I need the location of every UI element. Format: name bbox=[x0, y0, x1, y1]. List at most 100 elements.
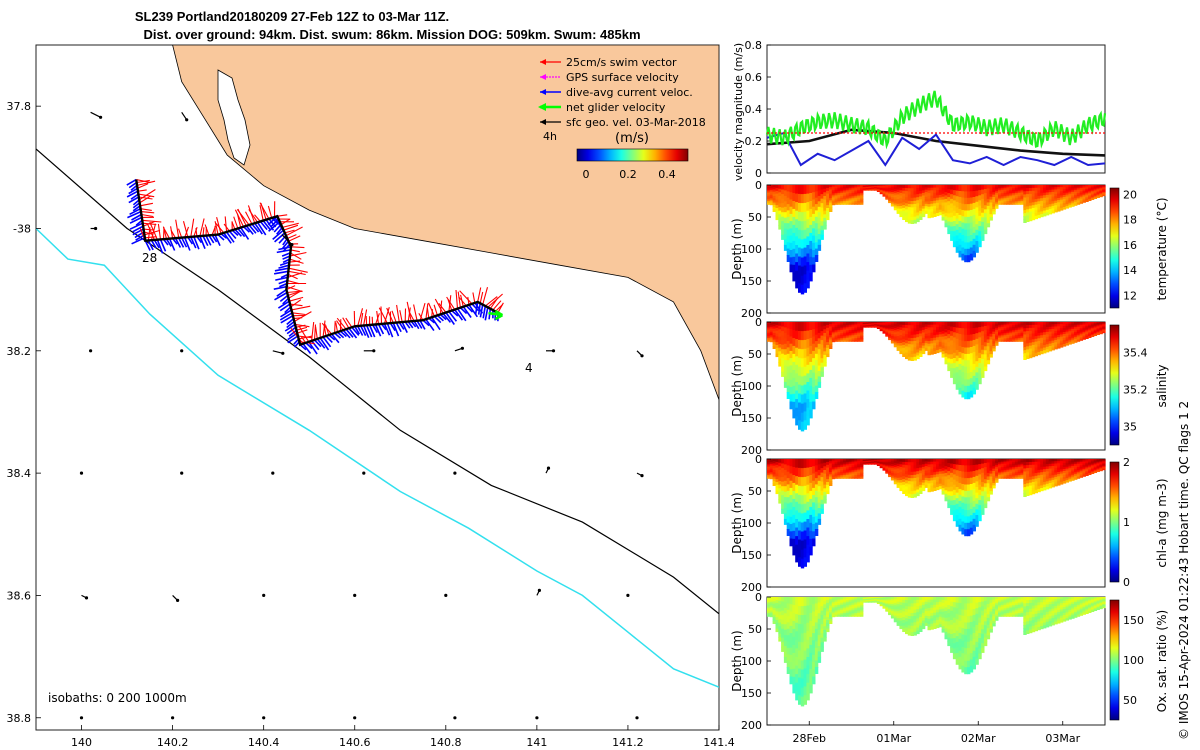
section-cell bbox=[941, 464, 945, 469]
current-vector bbox=[153, 239, 160, 249]
section-cell bbox=[1059, 191, 1064, 194]
section-cell bbox=[789, 228, 793, 237]
section-cell bbox=[1045, 341, 1050, 345]
section-cell bbox=[1079, 471, 1084, 474]
section-cell bbox=[803, 229, 807, 240]
section-cell bbox=[817, 244, 822, 251]
section-cell bbox=[899, 185, 903, 189]
section-cell bbox=[1006, 475, 1010, 478]
section-cell bbox=[938, 326, 943, 330]
section-cell bbox=[1096, 327, 1100, 329]
section-cell bbox=[890, 473, 895, 476]
section-cell bbox=[879, 192, 884, 194]
section-cell bbox=[1059, 189, 1064, 192]
map-x-tick-label: 140.8 bbox=[430, 736, 462, 749]
swim-vector bbox=[447, 299, 453, 311]
section-cell bbox=[1054, 209, 1058, 213]
section-cell bbox=[1065, 462, 1069, 466]
section-cell bbox=[992, 211, 996, 215]
section-cell bbox=[972, 471, 976, 478]
section-cell bbox=[1082, 461, 1086, 464]
section-cell bbox=[1003, 328, 1007, 331]
section-cell bbox=[857, 197, 861, 200]
section-cell bbox=[986, 195, 991, 200]
section-cell bbox=[1096, 461, 1100, 463]
section-cell bbox=[1043, 322, 1047, 326]
section-cell bbox=[955, 372, 960, 379]
section-cell bbox=[910, 481, 914, 486]
section-cell bbox=[899, 200, 903, 204]
section-cell bbox=[1009, 199, 1013, 202]
section-cell bbox=[767, 613, 771, 616]
geo-vector-head bbox=[362, 471, 366, 475]
section-cell bbox=[1020, 328, 1024, 331]
section-cell bbox=[767, 197, 771, 200]
section-cell bbox=[795, 373, 799, 383]
section-cell bbox=[907, 219, 912, 224]
section-cell bbox=[952, 484, 957, 491]
section-cell bbox=[845, 473, 850, 476]
section-cell bbox=[986, 476, 991, 481]
section-cell bbox=[972, 238, 976, 246]
section-cell bbox=[778, 322, 782, 327]
section-cell bbox=[879, 322, 884, 324]
swim-vector bbox=[157, 223, 162, 240]
section-cell bbox=[938, 476, 943, 480]
section-cell bbox=[1040, 335, 1044, 339]
section-cell bbox=[1037, 349, 1041, 353]
section-cell bbox=[1051, 477, 1055, 481]
section-cell bbox=[837, 462, 841, 465]
section-cell bbox=[1023, 219, 1027, 223]
section-cell bbox=[1037, 201, 1041, 205]
section-cell bbox=[1102, 466, 1106, 468]
section-cell bbox=[907, 334, 912, 339]
section-cell bbox=[1045, 185, 1050, 189]
section-cell bbox=[944, 342, 948, 347]
section-cell bbox=[1099, 192, 1103, 195]
section-cell bbox=[809, 475, 813, 484]
section-cell bbox=[936, 479, 940, 483]
section-cell bbox=[1045, 199, 1050, 203]
section-cell bbox=[936, 461, 940, 465]
section-cell bbox=[913, 341, 917, 345]
section-cell bbox=[851, 475, 855, 478]
section-cell bbox=[919, 199, 923, 203]
section-cell bbox=[907, 462, 912, 466]
swim-vector bbox=[193, 227, 198, 237]
current-vector bbox=[319, 337, 330, 351]
section-cell bbox=[848, 459, 853, 462]
section-cell bbox=[1029, 325, 1033, 329]
current-vector bbox=[451, 310, 459, 317]
section-cell bbox=[1034, 484, 1038, 488]
section-cell bbox=[947, 499, 951, 505]
section-cell bbox=[806, 382, 810, 392]
section-cell bbox=[792, 272, 796, 282]
section-cell bbox=[817, 338, 822, 345]
section-cell bbox=[769, 189, 774, 193]
section-cell bbox=[829, 463, 833, 467]
section-cell bbox=[1017, 331, 1022, 334]
section-cell bbox=[995, 196, 999, 200]
section-cell bbox=[913, 197, 917, 202]
section-cell bbox=[944, 219, 948, 224]
section-cell bbox=[792, 605, 796, 614]
section-cell bbox=[848, 186, 853, 189]
section-cell bbox=[1026, 215, 1030, 219]
section-cell bbox=[927, 349, 931, 353]
section-cell bbox=[893, 344, 898, 348]
section-cell bbox=[781, 367, 785, 373]
section-cell bbox=[1076, 468, 1081, 471]
section-cell bbox=[978, 500, 982, 506]
section-cell bbox=[1059, 203, 1064, 207]
section-cell bbox=[795, 253, 799, 263]
section-cell bbox=[936, 469, 940, 473]
section-cell bbox=[958, 208, 962, 216]
section-cell bbox=[829, 196, 833, 199]
section-cell bbox=[1003, 331, 1007, 334]
velocity-series-black bbox=[766, 128, 1106, 157]
section-cell bbox=[1074, 322, 1078, 325]
section-cell bbox=[795, 185, 799, 195]
section-cell bbox=[998, 476, 1002, 479]
section-cell bbox=[1054, 331, 1058, 334]
section-cell bbox=[1057, 204, 1061, 208]
